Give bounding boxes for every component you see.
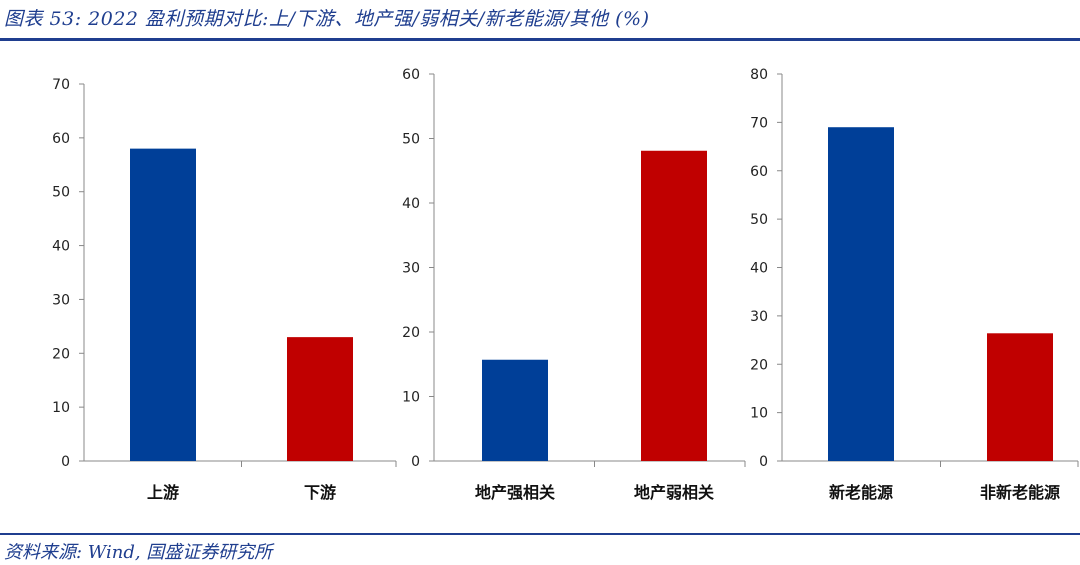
y-tick-label: 70: [52, 77, 70, 93]
y-tick-label: 40: [750, 261, 768, 277]
bar-1: [482, 359, 548, 461]
bar-1: [828, 127, 894, 462]
y-tick-label: 60: [750, 164, 768, 180]
x-category-label: 新老能源: [829, 483, 893, 502]
y-tick-label: 50: [52, 185, 70, 201]
y-tick-label: 80: [750, 67, 768, 83]
y-tick-label: 50: [402, 132, 420, 148]
y-tick-label: 10: [750, 406, 768, 422]
figure-title: 图表 53: 2022 盈利预期对比:上/下游、地产强/弱相关/新老能源/其他 …: [4, 8, 650, 30]
bar-2: [987, 333, 1053, 461]
y-tick-label: 0: [61, 454, 70, 470]
y-tick-label: 20: [750, 357, 768, 373]
x-category-label: 下游: [304, 483, 336, 502]
y-tick-label: 50: [750, 212, 768, 228]
chart-panel-3: 0 10 20 30 40 50 60 70 80 新老能源 非新老能源: [750, 67, 1079, 502]
bar-1: [130, 148, 196, 461]
figure-header: 图表 53: 2022 盈利预期对比:上/下游、地产强/弱相关/新老能源/其他 …: [0, 0, 1080, 40]
y-tick-label: 20: [402, 325, 420, 341]
y-tick-label: 20: [52, 346, 70, 362]
y-tick-label: 10: [52, 400, 70, 416]
x-category-label: 地产弱相关: [634, 483, 714, 502]
bar-2: [287, 337, 353, 461]
y-tick-label: 10: [402, 390, 420, 406]
x-category-label: 非新老能源: [980, 483, 1060, 502]
chart-panel-1: 0 10 20 30 40 50 60 70 上游 下游: [52, 77, 397, 502]
y-tick-label: 30: [402, 261, 420, 277]
y-tick-label: 0: [411, 454, 420, 470]
x-category-label: 地产强相关: [475, 483, 555, 502]
y-tick-label: 40: [402, 196, 420, 212]
x-category-label: 上游: [147, 483, 179, 502]
y-tick-label: 40: [52, 239, 70, 255]
bar-2: [641, 150, 707, 461]
y-tick-label: 30: [52, 292, 70, 308]
y-tick-label: 70: [750, 115, 768, 131]
y-tick-label: 0: [759, 454, 768, 470]
source-note: 资料来源: Wind, 国盛证券研究所: [4, 542, 273, 563]
y-tick-label: 60: [52, 131, 70, 147]
chart-panel-2: 0 10 20 30 40 50 60 地产强相关 地产弱相关: [402, 67, 746, 502]
y-tick-label: 30: [750, 309, 768, 325]
bottom-rule: [0, 533, 1080, 535]
top-rule: [0, 38, 1080, 41]
y-tick-label: 60: [402, 67, 420, 83]
